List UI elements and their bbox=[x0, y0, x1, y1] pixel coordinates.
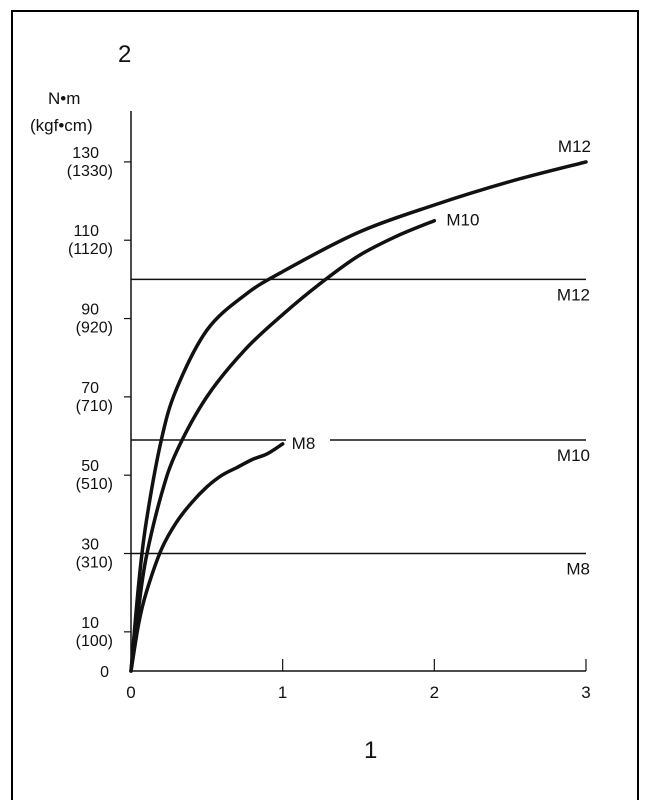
x-tick-label: 2 bbox=[430, 683, 439, 702]
y-axis-unit-alt: (kgf•cm) bbox=[30, 116, 93, 135]
reference-line-label-M10: M10 bbox=[557, 446, 590, 465]
reference-line-label-M8: M8 bbox=[566, 560, 590, 579]
reference-line-label-M12: M12 bbox=[557, 285, 590, 304]
x-tick-label: 0 bbox=[126, 683, 135, 702]
y-tick-sublabel: (710) bbox=[76, 398, 113, 415]
curve-label-M8: M8 bbox=[292, 434, 316, 453]
y-tick-label: 50 bbox=[81, 458, 99, 475]
y-tick-sublabel: (920) bbox=[76, 320, 113, 337]
y-tick-label-zero: 0 bbox=[100, 664, 109, 681]
y-tick-sublabel: (510) bbox=[76, 476, 113, 493]
curve-label-M12: M12 bbox=[558, 137, 591, 156]
y-tick-sublabel: (1120) bbox=[68, 241, 113, 258]
y-tick-sublabel: (310) bbox=[76, 555, 113, 572]
x-axis-label: 1 bbox=[364, 737, 377, 764]
curve-M10 bbox=[129, 218, 437, 673]
y-tick-label: 110 bbox=[73, 223, 99, 240]
y-tick-sublabel: (100) bbox=[76, 633, 113, 650]
curve-M8 bbox=[129, 442, 285, 673]
y-tick-label: 30 bbox=[81, 537, 99, 554]
x-tick-label: 1 bbox=[278, 683, 287, 702]
y-tick-label: 10 bbox=[81, 615, 99, 632]
y-tick-label: 70 bbox=[81, 380, 99, 397]
curve-label-M10: M10 bbox=[446, 211, 479, 230]
y-tick-sublabel: (1330) bbox=[67, 163, 113, 180]
y-axis-unit: N•m bbox=[48, 89, 80, 108]
y-tick-label: 90 bbox=[81, 302, 99, 319]
corner-label: 2 bbox=[118, 41, 131, 68]
chart-frame bbox=[11, 10, 639, 800]
curve-M12 bbox=[129, 160, 588, 673]
y-tick-label: 130 bbox=[72, 145, 99, 162]
x-tick-label: 3 bbox=[581, 683, 590, 702]
